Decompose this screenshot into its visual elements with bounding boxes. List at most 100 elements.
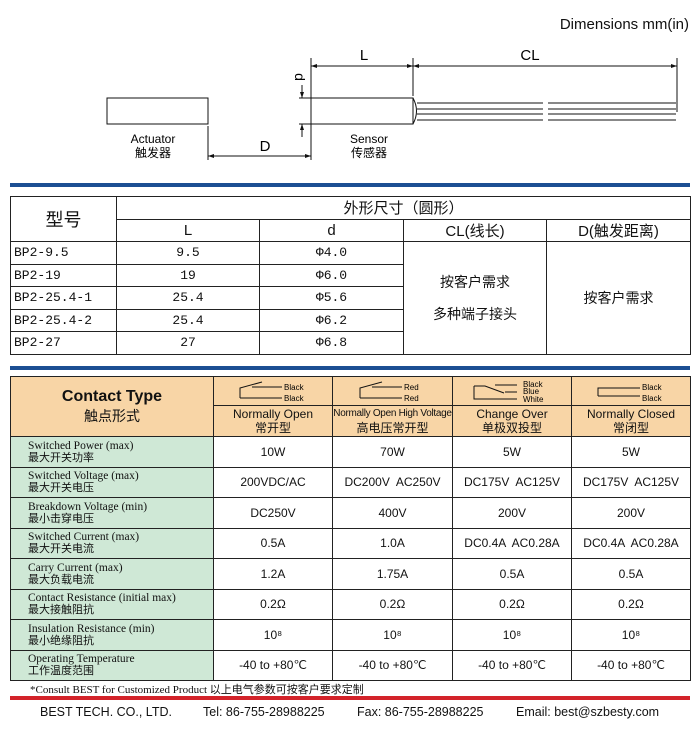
table-row: Operating Temperature 工作温度范围 -40 to +80℃ -4… xyxy=(10,649,691,681)
wires xyxy=(417,102,676,121)
value-cell: DC250V xyxy=(213,497,333,529)
wire-color-label: Black xyxy=(284,394,305,403)
value-cell: -40 to +80℃ xyxy=(571,649,691,681)
value-cell: DC175V AC125V xyxy=(452,466,572,498)
parameter-name-cn: 最大开关电压 xyxy=(28,482,94,495)
group-header: 外形尺寸（圆形） xyxy=(115,196,692,220)
col-D: D(触发距离) xyxy=(545,218,692,242)
actuator-shape xyxy=(106,97,209,125)
fax: Fax: 86-755-28988225 xyxy=(357,705,484,719)
normally-closed-switch-icon: Black Black xyxy=(571,376,691,406)
L-label: L xyxy=(360,47,368,64)
wire-color-label: Blue xyxy=(523,387,540,396)
table-row: BP2-27 27 Φ6.8 xyxy=(10,331,691,355)
table-row: Switched Power (max) 最大开关功率 10W 70W 5W 5W xyxy=(10,436,691,468)
parameter-name-cn: 最大开关电流 xyxy=(28,543,94,556)
d-cell: Φ6.2 xyxy=(259,308,404,332)
parameter-label: Switched Voltage (max) 最大开关电压 xyxy=(10,466,214,498)
table-row: Breakdown Voltage (min) 最小击穿电压 DC250V 400V 2… xyxy=(10,497,691,529)
parameter-name-cn: 最大接触阻抗 xyxy=(28,604,94,617)
sensor-cap xyxy=(412,97,417,125)
value-cell: 0.2Ω xyxy=(332,588,453,620)
contact-type-name-cn: 高电压常开型 xyxy=(356,421,429,435)
wire-color-label: White xyxy=(523,395,544,404)
change-over-switch-icon: Black Blue White xyxy=(452,376,572,406)
parameter-name: Switched Current (max) xyxy=(28,531,140,544)
CL-note-2: 多种端子接头 xyxy=(433,305,517,322)
red-divider xyxy=(10,696,690,700)
value-cell: 0.5A xyxy=(571,558,691,590)
actuator-label-cn: 触发器 xyxy=(135,145,171,160)
L-cell: 25.4 xyxy=(116,308,260,332)
contact-type-header: Contact Type 触点形式 xyxy=(10,376,214,437)
CL-note-1: 按客户需求 xyxy=(440,273,510,290)
contact-icon-row: Contact Type 触点形式 Black Black Red Red Black Blu… xyxy=(10,376,691,437)
d-cell: Φ5.6 xyxy=(259,286,404,310)
table-row: BP2-9.5 9.5 Φ4.0 按客户需求 多种端子接头 按客户需求 xyxy=(10,241,692,355)
value-cell: 10W xyxy=(213,436,333,468)
blue-divider xyxy=(10,183,690,187)
value-cell: DC175V AC125V xyxy=(571,466,691,498)
parameter-name-cn: 最小击穿电压 xyxy=(28,512,94,525)
value-cell: 0.2Ω xyxy=(452,588,572,620)
wire-color-label: Black xyxy=(642,394,663,403)
value-cell: 1.75A xyxy=(332,558,453,590)
table-row: Switched Voltage (max) 最大开关电压 200VDC/AC DC2… xyxy=(10,466,691,498)
L-cell: 25.4 xyxy=(116,286,260,310)
value-cell: DC200V AC250V xyxy=(332,466,453,498)
value-cell: DC0.4A AC0.28A xyxy=(571,527,691,559)
parameter-label: Insulation Resistance (min) 最小绝缘阻抗 xyxy=(10,619,214,651)
value-cell: 200VDC/AC xyxy=(213,466,333,498)
value-cell: -40 to +80℃ xyxy=(213,649,333,681)
L-cell: 27 xyxy=(116,331,260,355)
D-label: D xyxy=(260,138,271,155)
contact-type-name: Normally Open High Voltage xyxy=(333,408,452,419)
value-cell: 1.2A xyxy=(213,558,333,590)
dimensions-table: 型号 外形尺寸（圆形） L d CL(线长) D(触发距离) BP2-9.5 9.… xyxy=(10,196,692,355)
model-cell: BP2-25.4-1 xyxy=(10,286,117,310)
value-cell: 10⁸ xyxy=(571,619,691,651)
customization-note: *Consult BEST for Customized Product 以上电… xyxy=(30,684,364,696)
value-cell: 400V xyxy=(332,497,453,529)
contact-type-name-cn: 常开型 xyxy=(254,421,291,435)
wire-color-label: Black xyxy=(523,380,544,389)
d-cell: Φ6.0 xyxy=(259,263,404,287)
table-row: Carry Current (max) 最大负载电流 1.2A 1.75A 0.5A 0.… xyxy=(10,558,691,590)
col-CL: CL(线长) xyxy=(403,218,547,242)
parameter-name: Operating Temperature xyxy=(28,653,135,666)
contact-type-cell: Normally Closed 常闭型 xyxy=(571,405,691,437)
L-cell: 9.5 xyxy=(116,241,260,265)
value-cell: 0.2Ω xyxy=(571,588,691,620)
parameter-name: Breakdown Voltage (min) xyxy=(28,500,148,513)
value-cell: 10⁸ xyxy=(452,619,572,651)
contact-type-name: Change Over xyxy=(476,407,548,421)
value-cell: 1.0A xyxy=(332,527,453,559)
sensor-label-cn: 传感器 xyxy=(351,145,387,160)
parameter-label: Contact Resistance (initial max) 最大接触阻抗 xyxy=(10,588,214,620)
value-cell: DC0.4A AC0.28A xyxy=(452,527,572,559)
parameter-label: Carry Current (max) 最大负载电流 xyxy=(10,558,214,590)
wire-color-label: Red xyxy=(404,383,419,392)
value-cell: -40 to +80℃ xyxy=(332,649,453,681)
contact-type-name-cn: 单极双投型 xyxy=(481,421,542,435)
sensor-label: Sensor xyxy=(350,132,388,146)
wire-color-label: Red xyxy=(404,394,419,403)
contact-type-cell: Normally Open High Voltage 高电压常开型 xyxy=(332,405,453,437)
blue-divider xyxy=(10,366,690,370)
parameter-label: Switched Power (max) 最大开关功率 xyxy=(10,436,214,468)
parameter-label: Breakdown Voltage (min) 最小击穿电压 xyxy=(10,497,214,529)
model-cell: BP2-19 xyxy=(10,263,117,287)
value-cell: 10⁸ xyxy=(332,619,453,651)
value-cell: 70W xyxy=(332,436,453,468)
model-header: 型号 xyxy=(10,196,117,242)
email-link[interactable]: Email: best@szbesty.com xyxy=(516,705,660,719)
value-cell: 5W xyxy=(571,436,691,468)
model-cell: BP2-25.4-2 xyxy=(10,308,117,332)
value-cell: 0.5A xyxy=(213,527,333,559)
company-name: BEST TECH. CO., LTD. xyxy=(40,705,172,719)
contact-type-name: Normally Open xyxy=(232,407,314,421)
model-cell: BP2-27 xyxy=(10,331,117,355)
col-L: L xyxy=(116,218,260,242)
table-row: Switched Current (max) 最大开关电流 0.5A 1.0A DC0.… xyxy=(10,527,691,559)
